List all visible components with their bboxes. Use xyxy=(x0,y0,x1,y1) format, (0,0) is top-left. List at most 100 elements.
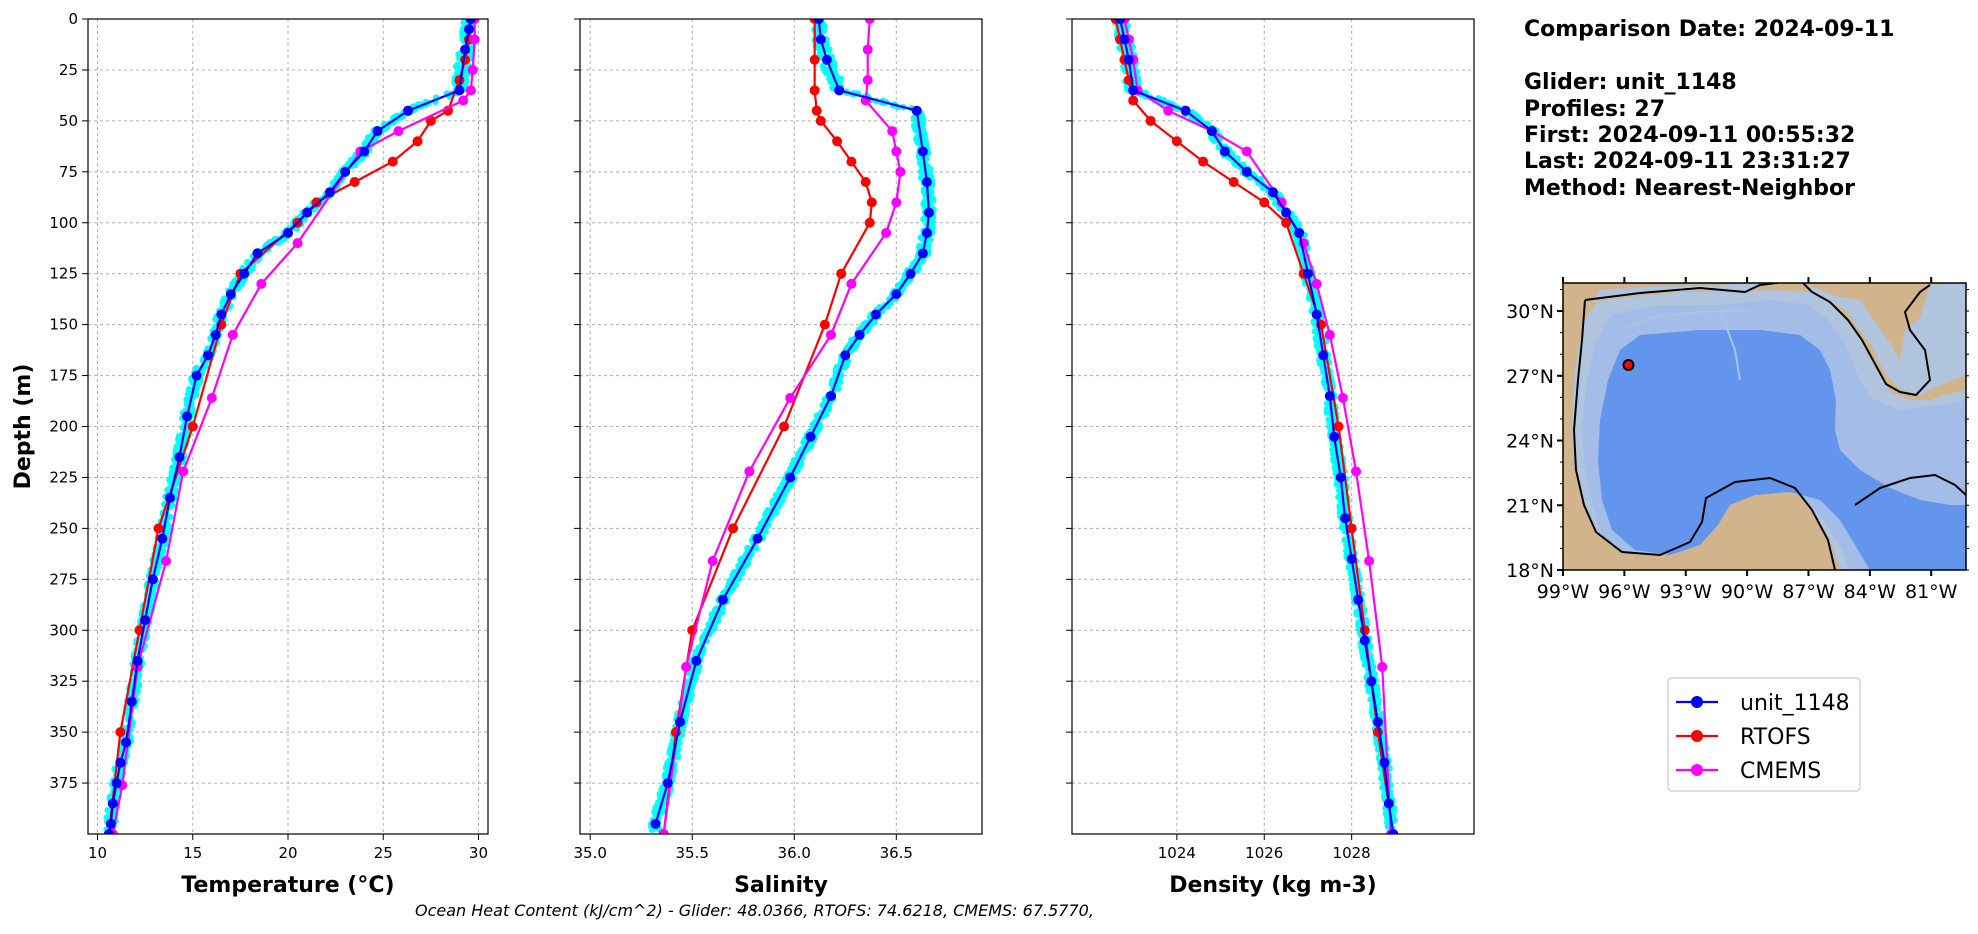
data-point-unit_1148 xyxy=(157,533,168,544)
scatter-point xyxy=(1311,320,1318,327)
scatter-point xyxy=(168,503,175,510)
data-point-cmems xyxy=(469,34,480,45)
legend-label: unit_1148 xyxy=(1740,691,1850,716)
map-lon-label: 96°W xyxy=(1598,581,1651,603)
data-point-unit_1148 xyxy=(870,309,881,320)
data-point-unit_1148 xyxy=(1241,166,1252,177)
data-point-rtofs xyxy=(864,217,875,228)
data-point-cmems xyxy=(658,829,669,834)
data-point-unit_1148 xyxy=(1335,472,1346,483)
data-point-unit_1148 xyxy=(1366,676,1377,687)
map-ticks: 30°N 27°N 24°N 21°N 18°N99°W 96°W 93°W 90°W 87°W… xyxy=(1506,277,1969,603)
scatter-point xyxy=(1345,564,1352,571)
data-point-unit_1148 xyxy=(1115,19,1126,24)
x-tick-label: 25 xyxy=(374,844,393,862)
data-point-unit_1148 xyxy=(650,818,661,829)
scatter-point xyxy=(238,280,246,288)
data-point-unit_1148 xyxy=(674,716,685,727)
scatter-point xyxy=(452,63,460,70)
data-point-cmems xyxy=(862,75,873,86)
series-line-unit_1148 xyxy=(654,19,931,825)
scatter-point xyxy=(653,806,660,814)
scatter-point xyxy=(825,406,832,413)
x-tick-label: 1028 xyxy=(1333,844,1371,862)
map-lat-label: 21°N xyxy=(1506,495,1554,517)
y-tick-label: 300 xyxy=(49,621,78,639)
scatter-point xyxy=(829,377,836,384)
scatter-point xyxy=(1316,360,1324,367)
legend-marker xyxy=(1691,730,1703,742)
data-point-unit_1148 xyxy=(324,187,335,198)
data-point-unit_1148 xyxy=(1219,146,1230,157)
profile-plots: 10 15 20 25 30025507510012515017520022525027… xyxy=(11,10,1475,898)
data-point-cmems xyxy=(292,238,303,249)
data-point-cmems xyxy=(707,555,718,566)
data-point-rtofs xyxy=(153,523,164,534)
data-point-unit_1148 xyxy=(252,248,263,259)
data-point-unit_1148 xyxy=(283,227,293,238)
scatter-point xyxy=(1391,806,1398,813)
data-point-cmems xyxy=(881,227,892,238)
data-point-unit_1148 xyxy=(821,54,832,65)
info-block: Comparison Date: 2024-09-11 Glider: unit… xyxy=(1524,17,1894,201)
data-point-rtofs xyxy=(819,319,830,330)
data-point-unit_1148 xyxy=(121,737,132,748)
data-point-unit_1148 xyxy=(840,350,851,361)
scatter-point xyxy=(929,195,936,203)
scatter-point xyxy=(919,120,927,127)
data-point-unit_1148 xyxy=(1383,798,1394,809)
data-point-cmems xyxy=(161,555,172,566)
data-point-unit_1148 xyxy=(1268,187,1278,198)
y-tick-label: 150 xyxy=(49,316,78,334)
scatter-point xyxy=(1367,643,1374,650)
data-point-rtofs xyxy=(1281,217,1292,228)
data-point-unit_1148 xyxy=(216,309,227,320)
data-point-unit_1148 xyxy=(1281,207,1292,218)
data-point-unit_1148 xyxy=(225,289,236,300)
data-point-rtofs xyxy=(836,268,847,279)
data-point-rtofs xyxy=(1333,421,1344,432)
scatter-point xyxy=(1374,690,1381,698)
scatter-point xyxy=(1340,525,1347,532)
scatter-point xyxy=(813,412,821,419)
data-point-cmems xyxy=(178,466,189,477)
data-point-cmems xyxy=(458,95,469,106)
scatter-point xyxy=(660,807,667,815)
data-point-rtofs xyxy=(425,115,436,126)
data-point-cmems xyxy=(887,126,898,137)
data-point-unit_1148 xyxy=(1372,716,1383,727)
scatter-point xyxy=(781,491,788,499)
map-lon-label: 90°W xyxy=(1721,581,1774,603)
data-point-unit_1148 xyxy=(891,289,902,300)
data-point-unit_1148 xyxy=(105,818,116,829)
data-point-cmems xyxy=(465,85,476,96)
y-tick-label: 100 xyxy=(49,214,78,232)
data-point-unit_1148 xyxy=(1340,513,1351,524)
profile-panel-1: 10 15 20 25 30025507510012515017520022525027… xyxy=(11,10,489,898)
data-point-cmems xyxy=(864,19,875,24)
x-axis-title: Temperature (°C) xyxy=(181,873,394,898)
legend-label: RTOFS xyxy=(1740,725,1811,750)
data-point-cmems xyxy=(227,329,238,340)
data-point-unit_1148 xyxy=(854,329,865,340)
data-point-unit_1148 xyxy=(717,594,728,605)
ocean-heat-content-footer: Ocean Heat Content (kJ/cm^2) - Glider: 4… xyxy=(415,901,1094,920)
legend: unit_1148 RTOFS CMEMS xyxy=(1667,677,1861,792)
data-point-rtofs xyxy=(1346,523,1357,534)
data-point-unit_1148 xyxy=(785,472,796,483)
data-point-unit_1148 xyxy=(174,452,185,463)
data-point-cmems xyxy=(1311,278,1322,289)
map-lon-label: 87°W xyxy=(1782,581,1835,603)
map-frame xyxy=(1562,282,1967,571)
legend-marker xyxy=(1691,764,1703,776)
data-point-unit_1148 xyxy=(1119,34,1130,45)
scatter-point xyxy=(812,24,819,31)
data-point-unit_1148 xyxy=(460,44,471,55)
scatter-point xyxy=(1330,457,1338,465)
data-point-cmems xyxy=(744,466,755,477)
y-tick-label: 175 xyxy=(49,367,78,385)
data-point-unit_1148 xyxy=(463,24,474,35)
data-point-unit_1148 xyxy=(1206,126,1217,137)
map-lon-label: 99°W xyxy=(1537,581,1590,603)
